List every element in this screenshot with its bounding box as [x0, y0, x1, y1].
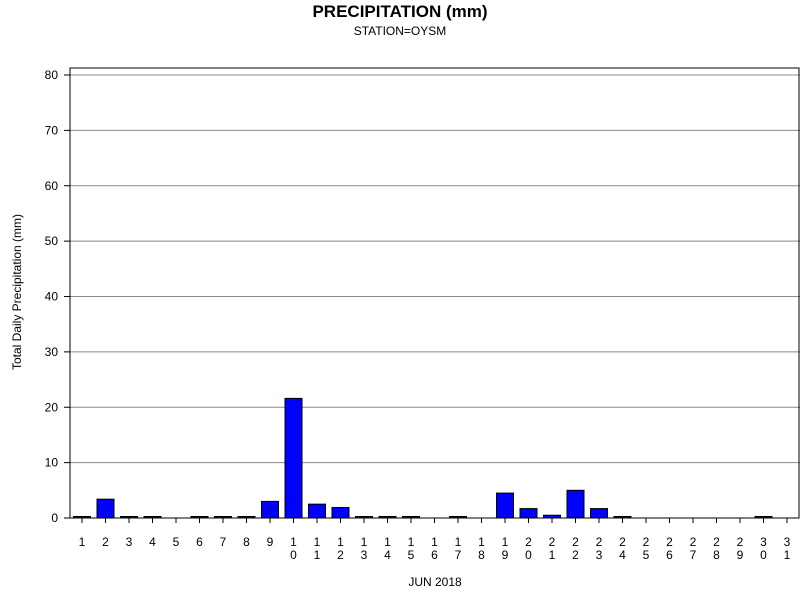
x-tick-label: 6 — [431, 548, 438, 562]
x-tick-label: 1 — [549, 548, 556, 562]
x-tick-label: 9 — [737, 548, 744, 562]
x-tick-label: 7 — [455, 548, 462, 562]
x-tick-label: 9 — [267, 535, 274, 549]
bar-10 — [284, 397, 303, 519]
x-tick-label: 2 — [737, 535, 744, 549]
x-tick-label: 1 — [314, 535, 321, 549]
x-axis: 1 2 3 4 5 6 7 8 9 1011121314151617181920212223242… — [79, 518, 791, 562]
x-tick-label: 1 — [384, 535, 391, 549]
x-tick-label: 4 — [619, 548, 626, 562]
x-tick-label: 5 — [643, 548, 650, 562]
x-tick-label: 1 — [314, 548, 321, 562]
x-tick-label: 4 — [149, 535, 156, 549]
y-tick-label: 60 — [45, 179, 59, 193]
x-tick-label: 1 — [361, 535, 368, 549]
x-tick-label: 1 — [455, 535, 462, 549]
y-tick-label: 20 — [45, 400, 59, 414]
x-tick-label: 3 — [596, 548, 603, 562]
y-axis: 0 10 20 30 40 50 60 70 80 — [45, 68, 70, 525]
x-tick-label: 2 — [690, 535, 697, 549]
bar-20 — [519, 508, 538, 519]
x-tick-label: 8 — [478, 548, 485, 562]
x-tick-label: 2 — [666, 535, 673, 549]
x-tick-label: 9 — [502, 548, 509, 562]
x-tick-label: 1 — [478, 535, 485, 549]
x-tick-label: 8 — [243, 535, 250, 549]
x-tick-label: 5 — [408, 548, 415, 562]
x-tick-label: 0 — [525, 548, 532, 562]
x-tick-label: 2 — [572, 548, 579, 562]
x-tick-label: 0 — [290, 548, 297, 562]
x-tick-label: 3 — [784, 535, 791, 549]
y-tick-label: 10 — [45, 456, 59, 470]
y-tick-label: 50 — [45, 234, 59, 248]
bar-22 — [566, 489, 585, 519]
bar-23 — [590, 508, 608, 519]
x-tick-label: 2 — [549, 535, 556, 549]
y-tick-label: 30 — [45, 345, 59, 359]
y-tick-label: 70 — [45, 123, 59, 137]
x-tick-label: 2 — [572, 535, 579, 549]
y-tick-label: 40 — [45, 290, 59, 304]
x-tick-label: 1 — [502, 535, 509, 549]
bar-2 — [96, 498, 115, 519]
x-tick-label: 1 — [290, 535, 297, 549]
x-tick-label: 5 — [173, 535, 180, 549]
y-axis-label: Total Daily Precipitation (mm) — [10, 214, 24, 370]
bar-11 — [308, 503, 326, 519]
bar-9 — [261, 500, 279, 519]
x-tick-label: 4 — [384, 548, 391, 562]
x-tick-label: 1 — [784, 548, 791, 562]
chart-subtitle: STATION=OYSM — [354, 24, 447, 38]
x-tick-label: 7 — [690, 548, 697, 562]
bar-12 — [331, 506, 350, 519]
x-tick-label: 0 — [760, 548, 767, 562]
chart-title: PRECIPITATION (mm) — [312, 2, 487, 21]
y-tick-label: 80 — [45, 68, 59, 82]
x-tick-label: 3 — [126, 535, 133, 549]
x-tick-label: 3 — [361, 548, 368, 562]
x-tick-label: 2 — [596, 535, 603, 549]
x-tick-label: 2 — [102, 535, 109, 549]
x-tick-label: 1 — [337, 535, 344, 549]
x-tick-label: 3 — [760, 535, 767, 549]
x-tick-label: 1 — [408, 535, 415, 549]
x-tick-label: 2 — [337, 548, 344, 562]
gridlines — [70, 74, 800, 464]
x-tick-label: 2 — [525, 535, 532, 549]
bar-19 — [496, 492, 514, 519]
x-tick-label: 1 — [79, 535, 86, 549]
y-tick-label: 0 — [51, 511, 58, 525]
x-tick-label: 2 — [643, 535, 650, 549]
x-tick-label: 2 — [713, 535, 720, 549]
bars — [73, 397, 773, 519]
x-tick-label: 7 — [220, 535, 227, 549]
x-tick-label: 1 — [431, 535, 438, 549]
x-axis-label: JUN 2018 — [408, 575, 462, 589]
plot-area — [69, 67, 800, 519]
x-tick-label: 8 — [713, 548, 720, 562]
x-tick-label: 6 — [196, 535, 203, 549]
x-tick-label: 2 — [619, 535, 626, 549]
x-tick-label: 6 — [666, 548, 673, 562]
